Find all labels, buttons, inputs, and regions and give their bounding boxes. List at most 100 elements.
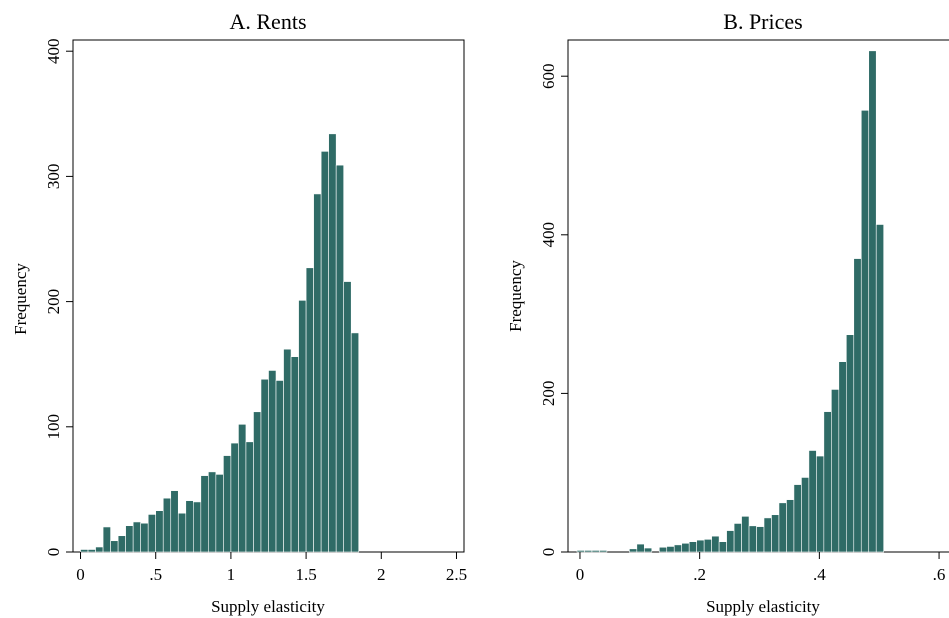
bar-prices-1 bbox=[584, 550, 593, 553]
bar-rents-13 bbox=[177, 512, 187, 553]
bar-prices-25 bbox=[763, 517, 772, 553]
x-tick-label-rents-5: 2.5 bbox=[446, 565, 467, 584]
bar-rents-23 bbox=[253, 411, 262, 553]
bar-prices-31 bbox=[808, 450, 817, 553]
bars-prices bbox=[576, 50, 885, 553]
plot-frame-prices bbox=[567, 39, 949, 553]
bar-rents-35 bbox=[343, 281, 352, 553]
x-axis-label-rents: Supply elasticity bbox=[211, 597, 325, 616]
x-tick-label-prices-3: .6 bbox=[933, 565, 946, 584]
bar-prices-28 bbox=[786, 499, 795, 553]
bar-prices-7 bbox=[629, 548, 638, 553]
bar-rents-19 bbox=[223, 455, 232, 553]
bar-prices-32 bbox=[816, 455, 825, 553]
bars-rents bbox=[80, 133, 360, 553]
y-ticks-prices: 0 200 400 600 bbox=[539, 63, 568, 556]
bar-prices-38 bbox=[860, 109, 870, 553]
bar-rents-0 bbox=[80, 549, 89, 553]
bar-prices-29 bbox=[793, 484, 802, 553]
y-tick-label-rents-3: 300 bbox=[44, 164, 63, 190]
bar-prices-15 bbox=[688, 541, 697, 553]
y-tick-label-prices-3: 600 bbox=[539, 63, 558, 89]
chart-title-prices: B. Prices bbox=[723, 9, 802, 34]
bar-prices-23 bbox=[748, 525, 757, 553]
bar-prices-21 bbox=[733, 523, 742, 553]
bar-prices-11 bbox=[658, 546, 668, 553]
bar-rents-29 bbox=[298, 300, 307, 553]
bar-prices-20 bbox=[726, 530, 735, 553]
bar-rents-22 bbox=[245, 441, 254, 553]
bar-rents-31 bbox=[313, 193, 322, 553]
x-tick-label-rents-1: .5 bbox=[149, 565, 162, 584]
bar-prices-9 bbox=[644, 547, 653, 553]
bar-prices-16 bbox=[696, 539, 705, 553]
bar-rents-36 bbox=[350, 332, 360, 553]
bar-rents-25 bbox=[268, 370, 277, 553]
bar-rents-4 bbox=[110, 540, 119, 553]
bar-prices-0 bbox=[576, 550, 585, 553]
bar-rents-17 bbox=[208, 471, 217, 553]
bar-prices-33 bbox=[823, 411, 832, 553]
bar-rents-18 bbox=[215, 474, 224, 553]
bar-rents-34 bbox=[335, 164, 344, 553]
bar-rents-16 bbox=[200, 475, 209, 553]
x-tick-label-rents-2: 1 bbox=[227, 565, 236, 584]
bar-rents-14 bbox=[185, 500, 194, 553]
bar-rents-33 bbox=[328, 133, 337, 553]
bar-rents-26 bbox=[275, 380, 284, 553]
bar-rents-30 bbox=[305, 267, 314, 553]
x-axis-label-prices: Supply elasticity bbox=[706, 597, 820, 616]
bar-prices-24 bbox=[756, 526, 765, 553]
bar-rents-5 bbox=[117, 535, 126, 553]
bar-rents-3 bbox=[102, 526, 111, 553]
bar-prices-3 bbox=[599, 550, 608, 553]
y-ticks-rents: 0 100 200 300 400 bbox=[44, 38, 73, 556]
bar-rents-9 bbox=[147, 514, 157, 553]
bar-prices-13 bbox=[673, 544, 683, 553]
bar-rents-7 bbox=[132, 521, 141, 553]
bar-prices-12 bbox=[666, 546, 675, 553]
y-tick-label-rents-0: 0 bbox=[44, 548, 63, 557]
bar-rents-32 bbox=[320, 151, 329, 553]
y-tick-label-prices-1: 200 bbox=[539, 381, 558, 407]
bar-prices-14 bbox=[681, 542, 690, 553]
x-tick-label-rents-0: 0 bbox=[76, 565, 85, 584]
bar-rents-20 bbox=[230, 442, 239, 553]
bar-rents-2 bbox=[95, 546, 104, 553]
bar-prices-18 bbox=[711, 535, 720, 553]
bar-rents-15 bbox=[193, 501, 202, 553]
bar-rents-28 bbox=[290, 356, 299, 553]
bar-prices-37 bbox=[853, 258, 862, 553]
bar-rents-12 bbox=[170, 490, 179, 553]
bar-rents-8 bbox=[140, 522, 149, 553]
bar-rents-11 bbox=[162, 497, 172, 553]
bar-prices-34 bbox=[831, 389, 840, 553]
bar-rents-24 bbox=[260, 378, 269, 553]
bar-rents-10 bbox=[155, 510, 164, 553]
bar-prices-30 bbox=[801, 477, 810, 553]
x-tick-label-prices-1: .2 bbox=[693, 565, 706, 584]
bar-rents-1 bbox=[87, 549, 96, 553]
bar-rents-21 bbox=[238, 423, 247, 553]
x-ticks-prices: 0 .2 .4 .6 bbox=[576, 552, 946, 584]
bar-prices-40 bbox=[875, 224, 885, 553]
x-tick-label-rents-3: 1.5 bbox=[295, 565, 316, 584]
bar-prices-27 bbox=[778, 502, 787, 553]
chart-title-rents: A. Rents bbox=[230, 9, 307, 34]
y-tick-label-rents-1: 100 bbox=[44, 414, 63, 440]
y-tick-label-rents-2: 200 bbox=[44, 289, 63, 315]
bar-prices-2 bbox=[591, 550, 600, 553]
x-tick-label-prices-2: .4 bbox=[813, 565, 826, 584]
bar-prices-22 bbox=[741, 516, 750, 553]
bar-prices-26 bbox=[771, 514, 780, 553]
panel-prices: B. Prices Supply elasticity Frequency 0.… bbox=[506, 9, 949, 616]
x-ticks-rents: 0 .5 1 1.5 2 2.5 bbox=[76, 552, 467, 584]
bar-rents-27 bbox=[283, 348, 292, 553]
y-tick-label-prices-0: 0 bbox=[539, 548, 558, 557]
bar-prices-39 bbox=[868, 50, 877, 553]
panel-rents: A. Rents Supply elasticity Frequency 0 .5… bbox=[11, 9, 467, 616]
bar-prices-36 bbox=[845, 334, 855, 553]
y-tick-label-rents-4: 400 bbox=[44, 38, 63, 64]
bar-prices-17 bbox=[703, 539, 712, 553]
